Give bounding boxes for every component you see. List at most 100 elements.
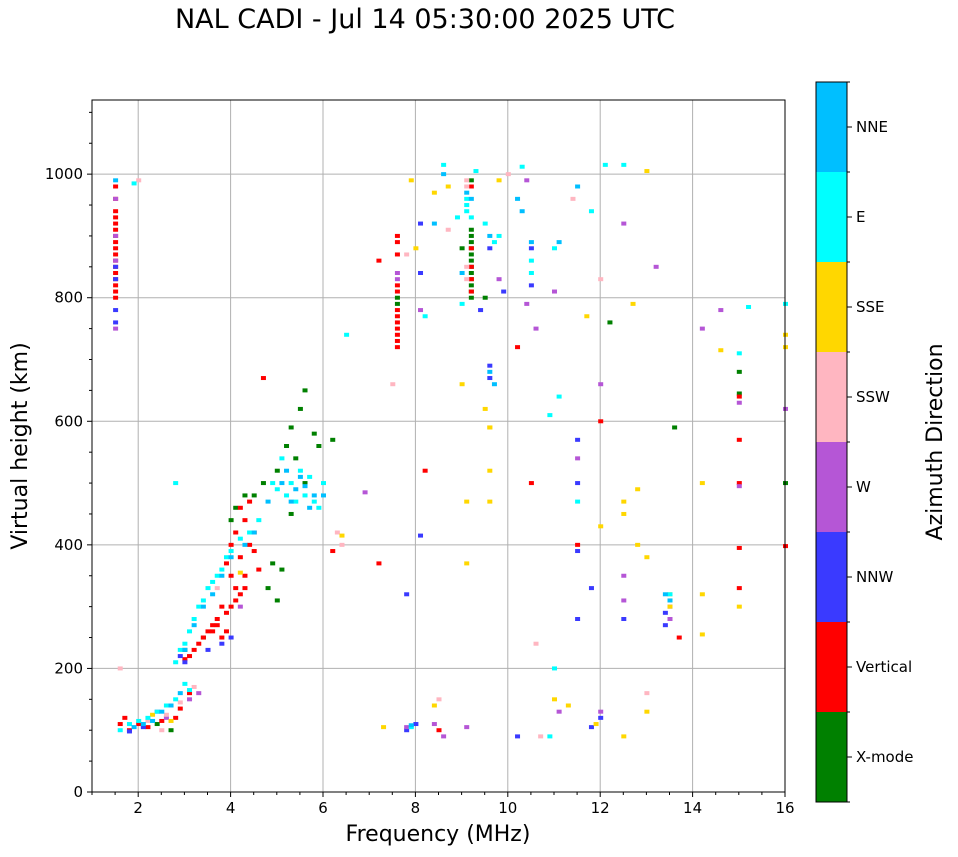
colorbar-segment bbox=[816, 442, 847, 532]
data-point-vertical bbox=[214, 617, 220, 621]
data-point-vertical bbox=[394, 240, 400, 245]
data-point-nnw bbox=[662, 623, 668, 628]
data-point-nne bbox=[311, 493, 317, 498]
data-point-sse bbox=[487, 425, 493, 430]
data-point-nne bbox=[487, 369, 493, 374]
data-point-e bbox=[552, 246, 557, 251]
data-point-e bbox=[270, 481, 276, 486]
data-point-vertical bbox=[113, 295, 119, 300]
data-point-sse bbox=[464, 561, 470, 566]
data-point-sse bbox=[699, 481, 705, 486]
data-point-nne bbox=[321, 493, 326, 498]
data-points bbox=[113, 162, 788, 739]
data-point-e bbox=[307, 474, 313, 479]
data-point-x-mode bbox=[168, 728, 174, 733]
data-point-e bbox=[602, 162, 608, 167]
data-point-w bbox=[394, 277, 400, 282]
data-point-e bbox=[131, 181, 137, 186]
data-point-w bbox=[464, 725, 470, 730]
data-point-vertical bbox=[394, 320, 400, 325]
data-point-sse bbox=[237, 570, 243, 575]
data-point-w bbox=[621, 573, 627, 578]
data-point-x-mode bbox=[274, 598, 280, 603]
data-point-vertical bbox=[237, 505, 243, 510]
data-point-vertical bbox=[228, 542, 234, 547]
data-point-e bbox=[547, 413, 553, 418]
data-point-vertical bbox=[468, 289, 474, 294]
data-point-e bbox=[223, 555, 229, 560]
data-point-vertical bbox=[256, 567, 262, 572]
data-point-sse bbox=[699, 632, 705, 637]
data-point-sse bbox=[445, 184, 451, 189]
data-point-vertical bbox=[159, 718, 165, 723]
data-point-vertical bbox=[233, 598, 239, 603]
y-tick-label: 1000 bbox=[45, 165, 83, 183]
data-point-sse bbox=[408, 178, 414, 183]
data-point-nnw bbox=[418, 533, 424, 538]
data-point-vertical bbox=[422, 468, 428, 473]
data-point-vertical bbox=[394, 326, 400, 331]
data-point-e bbox=[316, 505, 322, 510]
data-point-x-mode bbox=[468, 252, 474, 257]
data-point-x-mode bbox=[279, 567, 285, 572]
data-point-nnw bbox=[140, 725, 146, 730]
data-point-w bbox=[598, 709, 604, 714]
data-point-sse bbox=[736, 604, 742, 609]
x-tick-label: 12 bbox=[591, 799, 610, 817]
data-point-vertical bbox=[376, 561, 382, 566]
data-point-e bbox=[464, 203, 470, 208]
data-point-e bbox=[214, 573, 220, 578]
data-point-vertical bbox=[113, 215, 119, 220]
data-point-ssw bbox=[464, 178, 470, 183]
data-point-vertical bbox=[223, 610, 229, 615]
data-point-vertical bbox=[136, 722, 142, 727]
data-point-nnw bbox=[621, 617, 627, 621]
data-point-vertical bbox=[228, 604, 234, 609]
data-point-vertical bbox=[242, 518, 248, 523]
colorbar-tick-label: NNE bbox=[856, 118, 888, 136]
data-point-sse bbox=[621, 499, 627, 504]
data-point-nnw bbox=[575, 617, 581, 621]
colorbar-tick-label: W bbox=[856, 478, 871, 496]
data-point-vertical bbox=[394, 252, 400, 257]
data-point-e bbox=[321, 481, 326, 486]
data-point-ssw bbox=[136, 178, 142, 183]
data-point-nne bbox=[519, 209, 525, 214]
data-point-e bbox=[297, 468, 303, 473]
data-point-sse bbox=[635, 487, 641, 492]
data-point-e bbox=[736, 351, 742, 356]
colorbar-tick-label: Vertical bbox=[856, 658, 912, 676]
data-point-sse bbox=[630, 301, 636, 306]
data-point-e bbox=[302, 493, 308, 498]
data-point-w bbox=[598, 382, 604, 387]
data-point-ssw bbox=[570, 196, 576, 201]
data-point-vertical bbox=[736, 586, 742, 591]
data-point-nne bbox=[297, 474, 303, 479]
data-point-vertical bbox=[182, 657, 188, 662]
data-point-sse bbox=[565, 703, 571, 708]
data-point-w bbox=[113, 233, 119, 238]
data-point-nnw bbox=[487, 376, 493, 381]
data-point-nne bbox=[464, 190, 470, 195]
data-point-nnw bbox=[478, 308, 484, 313]
data-point-e bbox=[496, 233, 502, 238]
data-point-sse bbox=[381, 725, 387, 730]
colorbar-tick-label: SSE bbox=[856, 298, 885, 316]
data-point-sse bbox=[431, 703, 437, 708]
data-point-x-mode bbox=[482, 295, 488, 300]
data-point-vertical bbox=[598, 419, 604, 424]
data-point-vertical bbox=[247, 499, 253, 504]
data-point-vertical bbox=[223, 561, 229, 566]
data-point-sse bbox=[487, 499, 493, 504]
data-point-e bbox=[145, 715, 151, 720]
data-point-e bbox=[177, 647, 183, 652]
data-point-w bbox=[736, 484, 742, 489]
data-point-nne bbox=[168, 703, 174, 708]
data-point-vertical bbox=[177, 706, 183, 711]
data-point-w bbox=[113, 326, 119, 331]
y-axis-ticks: 0 200 400 600 800 1000 bbox=[45, 111, 92, 801]
data-point-e bbox=[552, 666, 557, 671]
data-point-x-mode bbox=[284, 444, 290, 448]
data-point-x-mode bbox=[228, 518, 234, 523]
data-point-vertical bbox=[394, 308, 400, 313]
